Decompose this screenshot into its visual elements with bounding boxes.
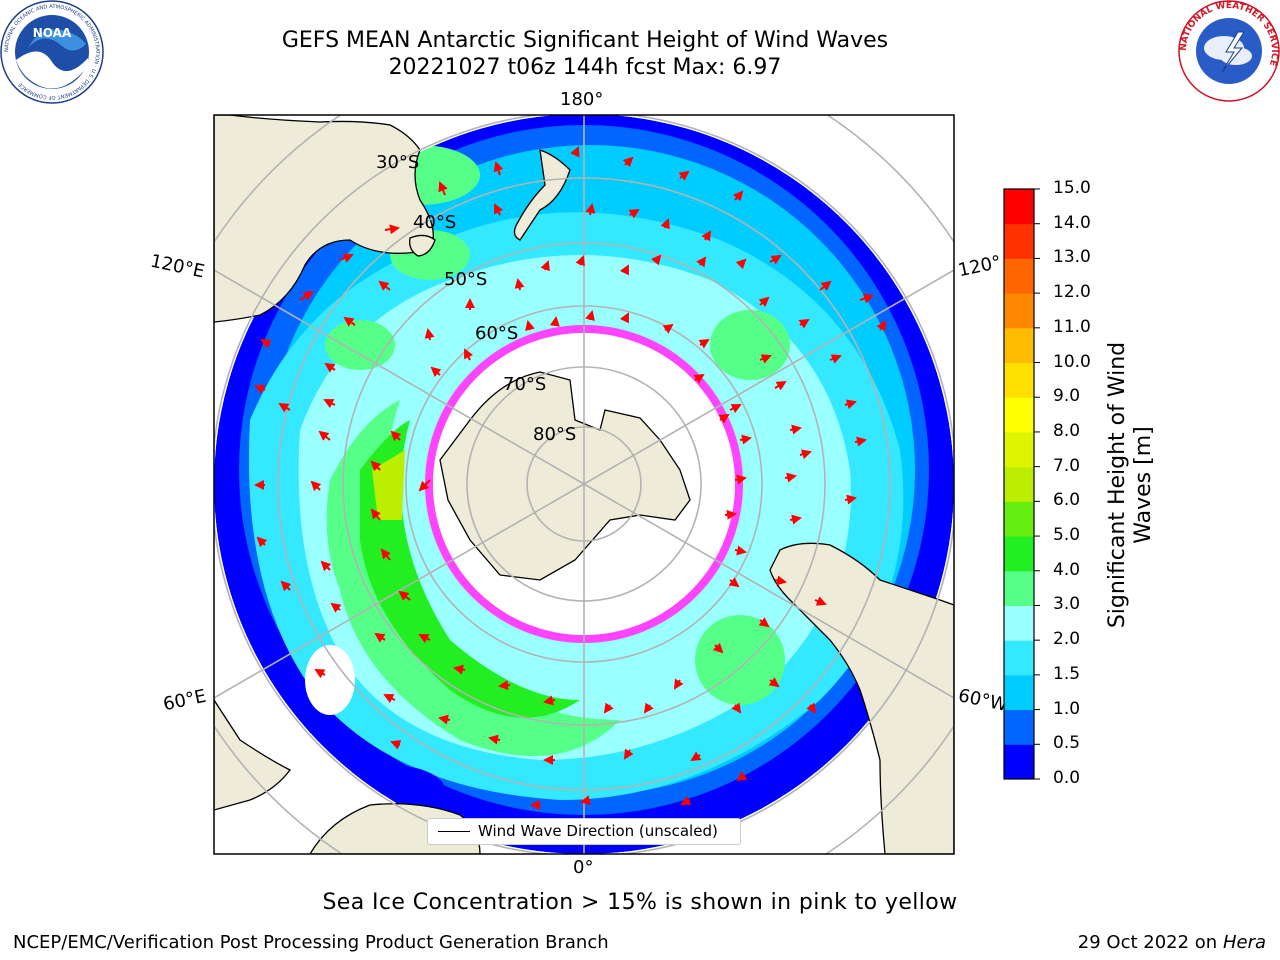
colorbar-tick-label: 3.0 [1053,594,1081,615]
footer-system: Hera [1222,932,1266,953]
colorbar-tick-label: 13.0 [1053,247,1091,268]
lat-label-50s: 50°S [444,269,488,290]
colorbar-tick-label: 11.0 [1053,316,1091,337]
colorbar-tick-label: 0.5 [1053,733,1081,754]
chart-subtitle: 20221027 t06z 144h fcst Max: 6.97 [388,55,782,80]
colorbar-tick-label: 6.0 [1053,490,1081,511]
noaa-logo-text: NOAA [33,26,72,40]
colorbar-tick-label: 4.0 [1053,559,1081,580]
lat-label-60s: 60°S [475,323,519,344]
sea-ice-note: Sea Ice Concentration > 15% is shown in … [322,890,958,915]
map-frame [213,114,955,855]
colorbar-tick-label: 8.0 [1053,420,1081,441]
colorbar-segment [1004,744,1034,780]
colorbar-border [1003,188,1035,780]
colorbar-tick-label: 0.0 [1053,768,1081,788]
colorbar-segment [1004,674,1034,711]
legend-label: Wind Wave Direction (unscaled) [478,822,718,840]
colorbar-segment [1004,709,1034,745]
lon-label-0: 0° [573,857,594,878]
colorbar-segment [1004,640,1034,676]
lat-label-30s: 30°S [376,152,420,173]
colorbar-label-line2: Waves [m] [1131,426,1156,544]
colorbar-tick-label: 1.5 [1053,663,1081,684]
footer-date: 29 Oct 2022 on Hera [1078,932,1266,953]
colorbar-segment [1004,189,1034,225]
footer-credit: NCEP/EMC/Verification Post Processing Pr… [13,932,609,953]
chart-title: GEFS MEAN Antarctic Significant Height o… [281,28,889,53]
colorbar-segment [1004,223,1034,259]
colorbar-segment [1004,258,1034,294]
lon-label-180: 180° [560,89,604,110]
colorbar-tick-label: 5.0 [1053,525,1081,546]
colorbar-segment [1004,327,1034,364]
footer-date-text: 29 Oct 2022 on [1077,932,1223,953]
colorbar-segment [1004,431,1034,468]
colorbar-tick-label: 9.0 [1053,386,1081,407]
antarctica-landmass [439,371,691,581]
map-legend: Wind Wave Direction (unscaled) [427,818,741,845]
colorbar-segment [1004,466,1034,502]
colorbar [1003,188,1040,780]
noaa-logo: NOAA NATIONAL OCEANIC AND ATMOSPHERIC AD… [0,0,104,104]
colorbar-tick-label: 12.0 [1053,282,1091,303]
colorbar-tick-label: 1.0 [1053,698,1081,719]
colorbar-segment [1004,362,1034,398]
colorbar-segment [1004,293,1034,329]
colorbar-segment [1004,605,1034,641]
nws-logo: NATIONAL WEATHER SERVICE [1178,0,1280,102]
colorbar-tick-label: 2.0 [1053,629,1081,650]
colorbar-tick-label: 15.0 [1053,178,1091,198]
lat-label-80s: 80°S [533,424,577,445]
colorbar-segment [1004,570,1034,606]
legend-line-swatch [438,831,470,832]
lat-label-40s: 40°S [413,212,457,233]
colorbar-tick-label: 7.0 [1053,455,1081,476]
graticule [214,115,954,854]
map-panel [214,115,954,854]
colorbar-segment [1004,501,1034,537]
lat-label-70s: 70°S [503,374,547,395]
wind-wave-arrows [254,146,887,810]
colorbar-tick-label: 14.0 [1053,212,1091,233]
colorbar-tick-label: 10.0 [1053,351,1091,372]
colorbar-segment [1004,536,1034,572]
colorbar-label-line1: Significant Height of Wind [1105,341,1130,629]
colorbar-label: Significant Height of Wind Waves [m] [1105,342,1157,628]
colorbar-segment [1004,397,1034,433]
